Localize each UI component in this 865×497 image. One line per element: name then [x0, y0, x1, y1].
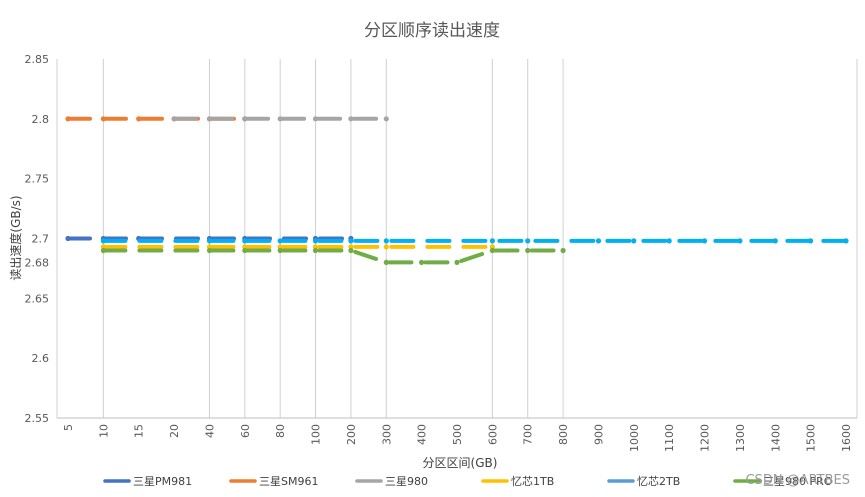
data-point: [419, 259, 425, 265]
x-tick-label: 300: [380, 424, 393, 445]
data-point: [100, 247, 106, 254]
data-point: [277, 244, 283, 250]
data-point: [312, 238, 319, 244]
data-point: [348, 116, 354, 122]
data-point: [277, 116, 283, 122]
x-tick-label: 60: [239, 424, 252, 438]
data-point: [454, 259, 460, 265]
data-point: [666, 238, 672, 244]
series-line: [101, 248, 566, 265]
data-point: [348, 244, 354, 250]
y-tick-label: 2.85: [25, 53, 50, 66]
legend-label: 三星980: [385, 475, 428, 488]
x-tick-label: 100: [310, 424, 323, 445]
data-point: [489, 238, 495, 244]
legend-label: 三星980 PRO: [763, 475, 833, 488]
x-tick-label: 900: [592, 424, 605, 445]
series-lines: [65, 116, 849, 265]
legend-label: 三星PM981: [133, 475, 192, 488]
x-tick-label: 1300: [734, 424, 747, 452]
data-point: [206, 247, 213, 254]
x-tick-label: 800: [557, 424, 570, 445]
x-tick-label: 500: [451, 424, 464, 445]
data-point: [525, 247, 531, 254]
legend: 三星PM981 三星SM961 三星980 忆芯1TB 忆芯2TB 三星980 PRO: [103, 474, 833, 488]
data-point: [242, 116, 248, 122]
data-point: [206, 238, 213, 244]
legend-label: 忆芯1TB: [511, 474, 554, 488]
x-tick-label: 40: [203, 424, 216, 438]
data-point: [348, 238, 354, 244]
data-point: [100, 238, 106, 244]
legend-label: 三星SM961: [259, 475, 318, 488]
data-point: [312, 116, 319, 122]
data-point: [383, 244, 389, 250]
data-point: [242, 238, 248, 244]
x-tick-label: 20: [168, 424, 181, 438]
x-tick-label: 5: [62, 424, 75, 431]
data-point: [383, 116, 389, 122]
y-tick-label: 2.6: [32, 352, 50, 365]
data-point: [65, 116, 71, 122]
axes: 2.55 2.6 2.65 2.68 2.7 2.75 2.8 2.85 5 10 15 20 40 60…: [25, 53, 854, 452]
data-point: [383, 259, 389, 265]
x-tick-label: 80: [274, 424, 287, 438]
y-tick-label: 2.7: [32, 233, 50, 246]
data-point: [100, 116, 106, 122]
data-point: [701, 238, 708, 244]
watermark-text: CSDN @ARTBES: [745, 473, 850, 488]
data-point: [631, 238, 637, 244]
y-tick-label: 2.65: [25, 292, 50, 305]
x-tick-label: 1500: [805, 424, 818, 452]
data-point: [772, 238, 778, 244]
data-point: [737, 238, 743, 244]
x-tick-label: 1600: [840, 424, 853, 452]
y-tick-label: 2.75: [25, 173, 50, 186]
data-point: [206, 116, 213, 122]
data-point: [808, 238, 814, 244]
x-tick-label: 1400: [769, 424, 782, 452]
x-axis-title: 分区区间(GB): [423, 456, 498, 470]
x-tick-label: 200: [345, 424, 358, 445]
y-tick-label: 2.8: [32, 113, 50, 126]
data-point: [100, 244, 106, 250]
series-5: [100, 247, 566, 265]
data-point: [560, 247, 566, 254]
x-tick-label: 600: [486, 424, 499, 445]
data-point: [312, 244, 319, 250]
x-tick-label: 400: [416, 424, 429, 445]
x-tick-label: 10: [97, 424, 110, 438]
x-tick-label: 1000: [628, 424, 641, 452]
data-point: [65, 235, 71, 242]
data-point: [348, 247, 354, 254]
legend-label: 忆芯2TB: [637, 474, 680, 488]
data-point: [489, 247, 495, 254]
data-point: [595, 238, 602, 244]
chart-title: 分区顺序读出速度: [364, 21, 500, 41]
data-point: [383, 238, 389, 244]
data-point: [242, 244, 248, 250]
series-4: [100, 238, 849, 244]
series-2: [171, 116, 389, 122]
data-point: [312, 247, 319, 254]
x-tick-label: 1200: [699, 424, 712, 452]
x-tick-label: 1100: [663, 424, 676, 452]
x-tick-label: 700: [522, 424, 535, 445]
y-axis-title: 读出速度(GB/s): [8, 195, 23, 280]
data-point: [277, 247, 283, 254]
data-point: [843, 238, 849, 244]
y-tick-label: 2.68: [25, 256, 50, 269]
data-point: [489, 244, 495, 250]
data-point: [136, 116, 142, 122]
data-point: [277, 238, 283, 244]
data-point: [525, 238, 531, 244]
x-tick-label: 15: [133, 424, 146, 438]
series-3: [100, 244, 495, 250]
data-point: [206, 244, 213, 250]
y-tick-label: 2.55: [25, 412, 50, 425]
data-point: [242, 247, 248, 254]
data-point: [171, 116, 177, 122]
